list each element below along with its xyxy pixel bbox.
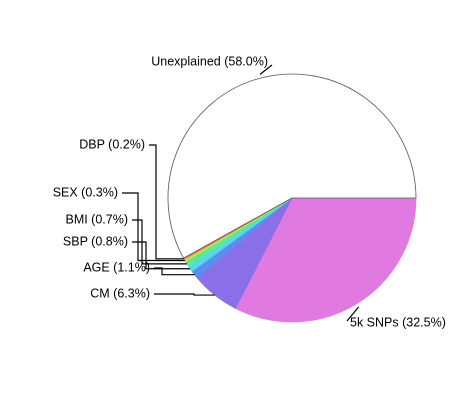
- slice-label: SBP (0.8%): [63, 234, 128, 248]
- slice-label: 5k SNPs (32.5%): [350, 315, 446, 329]
- slice-label: Unexplained (58.0%): [151, 54, 268, 68]
- slice-label: SEX (0.3%): [53, 185, 118, 199]
- slice-label: CM (6.3%): [90, 286, 150, 300]
- pie-slice: [167, 73, 417, 259]
- leader-line: [154, 267, 195, 276]
- slice-label: BMI (0.7%): [65, 212, 128, 226]
- pie-slice: [234, 197, 417, 323]
- slice-label: AGE (1.1%): [83, 260, 150, 274]
- slice-label: DBP (0.2%): [79, 137, 145, 151]
- leader-line: [259, 64, 273, 75]
- leader-line: [149, 144, 184, 260]
- leader-line: [122, 192, 185, 262]
- leader-line: [132, 241, 191, 270]
- leader-line: [132, 219, 187, 265]
- leader-line: [154, 293, 215, 296]
- leader-line: [346, 306, 360, 322]
